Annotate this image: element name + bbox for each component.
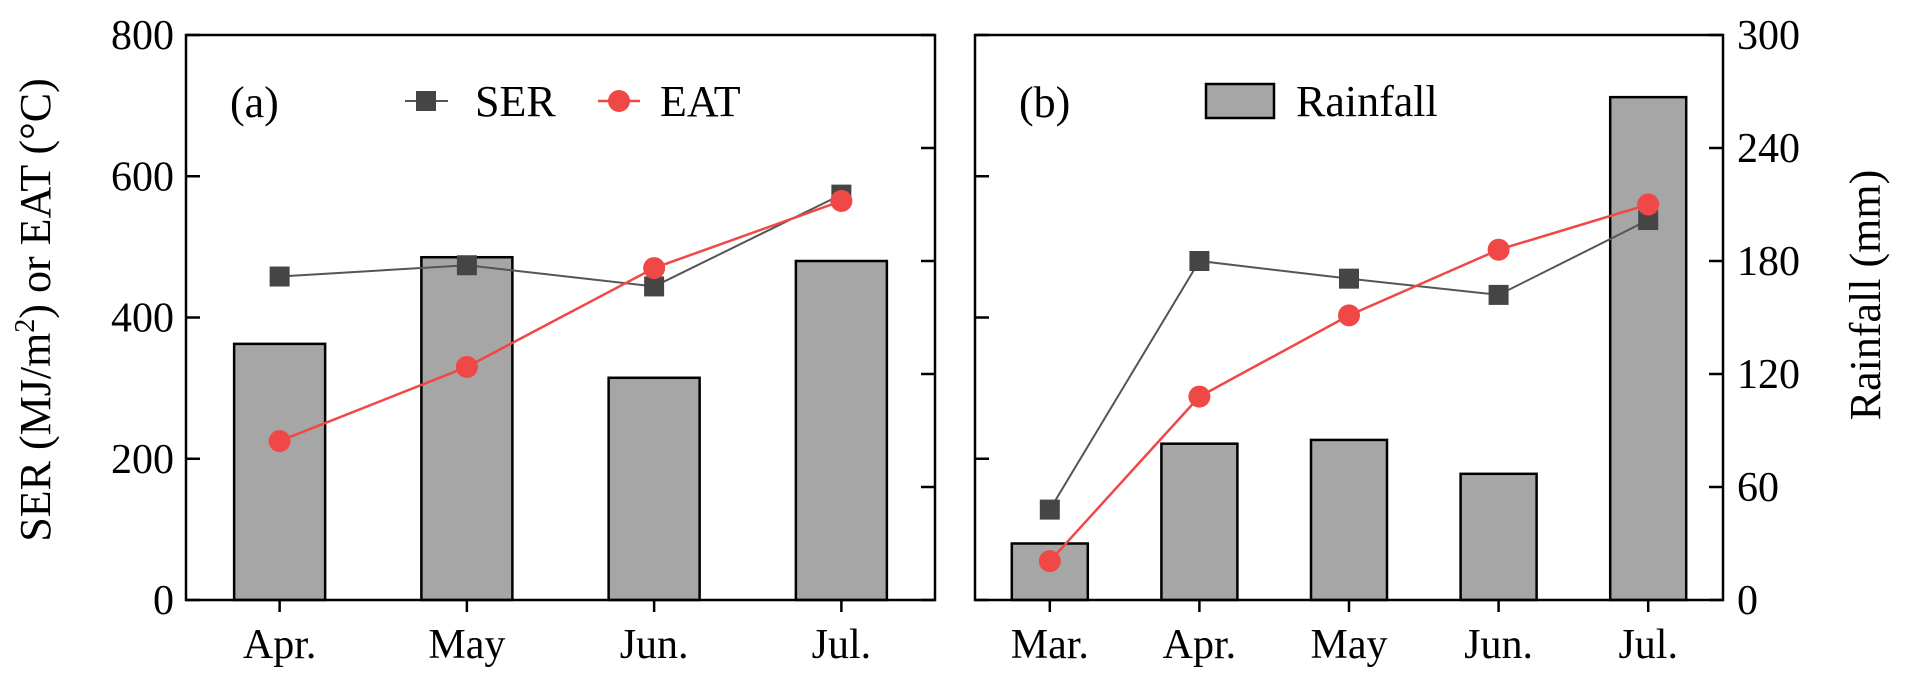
ser-series-line [279,193,842,288]
rainfall-bar [1309,438,1389,602]
left-y-tick-label: 200 [111,437,174,483]
right-y-tick-label: 120 [1737,352,1800,398]
panel-a: 0 200 400 600 800 Apr. May Jun. Jul. (a) SER EAT [111,13,937,668]
ser-point [1339,268,1359,289]
eat-point [643,257,666,280]
left-y-tick-label: 400 [111,296,174,342]
legend-eat-marker [608,90,630,112]
rainfall-bar [794,259,889,602]
legend-rainfall-label: Rainfall [1296,77,1438,126]
right-y-tick-label: 300 [1737,13,1800,59]
legend-ser-marker [416,91,436,111]
eat-point [830,189,853,212]
x-tick-label: May [1311,622,1388,668]
eat-point [455,355,478,378]
ser-point [269,266,290,287]
eat-point [1487,238,1510,261]
rainfall-bar [1459,472,1538,602]
eat-series-line [279,199,842,443]
panel-label: (a) [230,78,279,127]
panel-b: 0 60 120 180 240 300 Mar. Apr. May Jun. Jul. (b) Rai… [973,13,1800,668]
ser-point [456,255,477,276]
rainfall-bar [607,376,701,602]
right-axis-title: Rainfall (mm) [1841,170,1890,421]
right-y-tick-label: 180 [1737,239,1800,285]
legend-eat-label: EAT [660,77,741,126]
eat-point [268,430,291,453]
x-tick-label: Jun. [620,622,689,668]
left-axis-title: SER (MJ/m2) or EAT (°C) [10,78,60,541]
x-tick-label: Jun. [1464,622,1533,668]
ser-point [644,276,665,297]
legend-ser-label: SER [475,77,556,126]
right-y-tick-label: 60 [1737,465,1779,511]
x-tick-label: Jul. [1618,622,1678,668]
eat-point [1188,385,1211,408]
right-y-tick-label: 240 [1737,126,1800,172]
ser-point [1189,251,1210,271]
x-tick-label: Jul. [812,622,872,668]
left-y-tick-label: 800 [111,13,174,59]
right-y-tick-label: 0 [1737,578,1758,624]
left-y-tick-label: 0 [153,578,174,624]
rainfall-bar [420,255,514,602]
rainfall-bar [1010,542,1090,602]
left-y-tick-label: 600 [111,154,174,200]
x-tick-label: Apr. [1163,622,1237,668]
rainfall-bar [232,342,327,602]
eat-point [1338,304,1360,327]
rainfall-bar [1160,442,1239,602]
x-tick-label: May [428,622,505,668]
eat-point [1637,193,1660,216]
ser-point [1638,210,1659,231]
eat-point [1038,550,1061,573]
legend-rainfall-swatch [1204,82,1276,120]
x-tick-label: Mar. [1011,622,1089,668]
rainfall-bar [1608,95,1688,602]
ser-point [1488,284,1509,305]
x-tick-label: Apr. [243,622,317,668]
ser-point [1039,499,1060,520]
panel-label: (b) [1019,78,1070,127]
